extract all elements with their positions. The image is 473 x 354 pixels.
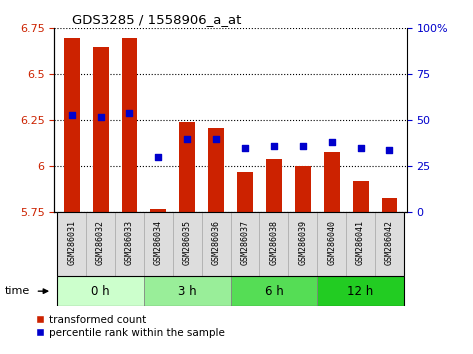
Point (299, 143, 307, 149)
Bar (324, 152, 340, 212)
Bar (201, 212, 231, 276)
Text: GSM286041: GSM286041 (356, 221, 365, 266)
Bar (260, 212, 289, 276)
Point (270, 143, 278, 149)
Point (97, 114, 105, 120)
Text: 12 h: 12 h (348, 285, 374, 298)
Bar (230, 276, 317, 306)
Bar (230, 212, 260, 276)
Point (241, 145, 249, 151)
Bar (382, 198, 397, 212)
Point (155, 154, 162, 160)
Bar (317, 276, 404, 306)
Bar (289, 212, 317, 276)
Bar (122, 38, 138, 212)
Bar (86, 212, 115, 276)
Bar (64, 38, 79, 212)
Bar (237, 172, 253, 212)
Bar (179, 122, 195, 212)
Bar (57, 276, 144, 306)
Bar (57, 212, 86, 276)
Bar (266, 159, 282, 212)
Text: GSM286034: GSM286034 (154, 221, 163, 266)
Text: 3 h: 3 h (178, 285, 197, 298)
Bar (144, 212, 173, 276)
Text: GSM286032: GSM286032 (96, 221, 105, 266)
Point (212, 136, 220, 142)
Bar (144, 276, 231, 306)
Bar (317, 212, 346, 276)
Point (68, 112, 76, 118)
Text: 0 h: 0 h (91, 285, 110, 298)
Text: GSM286037: GSM286037 (241, 221, 250, 266)
Point (357, 145, 364, 151)
Bar (346, 212, 375, 276)
Text: GSM286035: GSM286035 (183, 221, 192, 266)
Legend: transformed count, percentile rank within the sample: transformed count, percentile rank withi… (36, 315, 225, 338)
Bar (173, 212, 201, 276)
Point (184, 136, 191, 142)
Text: GSM286036: GSM286036 (211, 221, 220, 266)
Bar (93, 47, 108, 212)
Text: GSM286040: GSM286040 (327, 221, 336, 266)
Text: GSM286038: GSM286038 (270, 221, 279, 266)
Bar (295, 166, 311, 212)
Text: time: time (5, 286, 30, 296)
Text: GSM286031: GSM286031 (67, 221, 76, 266)
Point (385, 147, 393, 153)
Text: GSM286033: GSM286033 (125, 221, 134, 266)
Text: GDS3285 / 1558906_a_at: GDS3285 / 1558906_a_at (72, 13, 241, 26)
Point (328, 139, 335, 145)
Bar (208, 128, 224, 212)
Bar (353, 181, 368, 212)
Bar (150, 209, 166, 212)
Text: 6 h: 6 h (264, 285, 283, 298)
Bar (115, 212, 144, 276)
Text: GSM286039: GSM286039 (298, 221, 307, 266)
Text: GSM286042: GSM286042 (385, 221, 394, 266)
Bar (375, 212, 404, 276)
Point (126, 110, 133, 116)
